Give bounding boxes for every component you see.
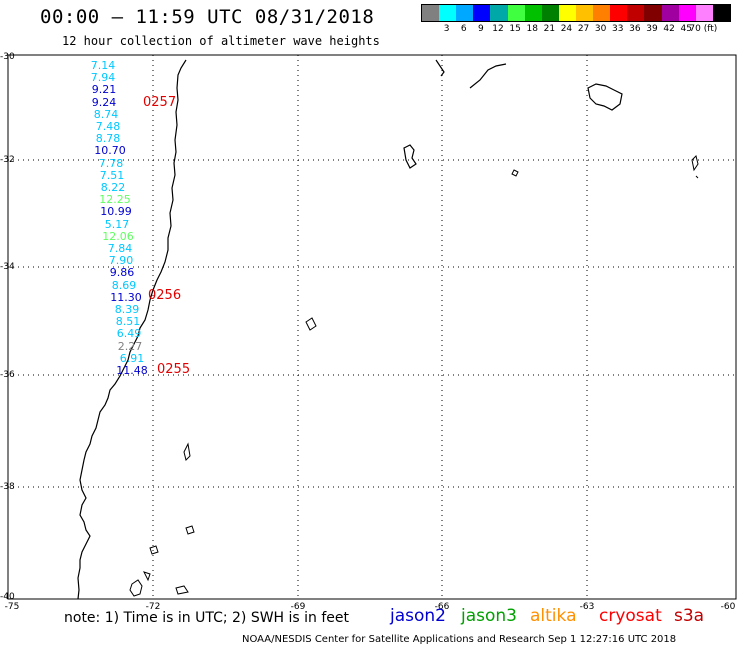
satellite-label-altika: altika: [530, 606, 577, 626]
page-subtitle: 12 hour collection of altimeter wave hei…: [62, 34, 380, 48]
map-frame: [7, 54, 737, 600]
wave-height-value: 8.69: [111, 278, 137, 292]
wave-height-value: 8.39: [114, 303, 140, 316]
wave-height-value: 8.51: [115, 315, 141, 329]
island-small-right: [305, 155, 699, 331]
legend-label: 70 (ft): [689, 24, 718, 34]
legend-label: 30: [594, 24, 607, 34]
wave-height-value: 8.74: [93, 107, 119, 121]
pass-time-label: 0255: [157, 362, 191, 377]
wave-height-value: 8.22: [100, 181, 126, 194]
legend-swatch: [507, 5, 525, 21]
legend-label: 33: [612, 24, 624, 34]
wave-height-value: 12.25: [99, 193, 131, 207]
legend-swatch: [575, 5, 594, 21]
legend-swatch: [695, 5, 713, 21]
satellite-label-cryosat: cryosat: [599, 606, 662, 626]
legend-label: 21: [543, 24, 556, 34]
credit-line: NOAA/NESDIS Center for Satellite Applica…: [242, 634, 677, 645]
lon-label: -60: [720, 602, 736, 612]
legend-label: 39: [646, 24, 658, 34]
wave-height-value: 7.84: [107, 242, 133, 255]
legend-label: 36: [629, 24, 641, 34]
wave-height-value: 11.30: [110, 290, 142, 304]
legend-swatch: [644, 5, 662, 21]
legend-label: 12: [492, 24, 504, 34]
legend-labels: 3 6 9 12 15 18 21 24 27 30 33 36 39 42 45 70 (ft): [421, 22, 729, 36]
legend-swatch: [473, 5, 491, 21]
lon-label: -72: [145, 602, 161, 612]
island-chiloe: [129, 579, 143, 597]
legend-label: 9: [478, 24, 484, 34]
wave-height-value: 9.86: [109, 266, 135, 280]
legend-swatch: [627, 5, 645, 21]
legend-label: 15: [509, 24, 521, 34]
pass-time-label: 0256: [148, 288, 182, 303]
legend-label: 27: [577, 24, 590, 34]
wave-height-value: 7.78: [98, 156, 124, 170]
pass-time-label: 0257: [143, 95, 177, 110]
satellite-label-jason3: jason3: [461, 606, 517, 626]
legend-swatch: [610, 5, 628, 21]
lon-label: -75: [4, 602, 20, 612]
lon-label: -66: [434, 602, 450, 612]
legend-swatch: [524, 5, 542, 21]
lat-label: -30: [0, 52, 15, 62]
legend-swatch: [490, 5, 508, 21]
legend-swatch: [558, 5, 576, 21]
satellite-label-jason2: jason2: [390, 606, 446, 626]
wave-height-value: 12.06: [102, 229, 134, 243]
island-fragments: [143, 442, 195, 595]
legend-label: 18: [526, 24, 538, 34]
coastline-chile: [77, 59, 187, 600]
legend-swatch: [422, 5, 440, 21]
lat-label: -36: [0, 370, 15, 380]
wave-height-value: 7.51: [99, 168, 125, 182]
coastline-argentina-north: [403, 59, 623, 169]
lat-label: -38: [0, 482, 15, 492]
legend-label: 6: [460, 24, 467, 34]
lat-label: -32: [0, 155, 15, 165]
wave-height-value: 6.49: [116, 327, 142, 341]
legend-label: 45: [680, 24, 692, 34]
legend-swatch: [712, 5, 730, 21]
wave-height-value: 9.24: [91, 95, 117, 109]
units-note: note: 1) Time is in UTC; 2) SWH is in fe…: [64, 610, 350, 626]
legend-swatch: [678, 5, 696, 21]
wave-height-value: 7.90: [108, 254, 134, 268]
wave-height-value: 7.48: [95, 120, 121, 133]
map-grid: [8, 55, 736, 599]
wave-height-value: 10.70: [94, 144, 126, 158]
legend-swatch: [456, 5, 474, 21]
lat-label: -40: [0, 592, 15, 602]
wave-height-value: 8.78: [95, 132, 121, 146]
wave-height-value: 9.21: [91, 83, 117, 97]
wave-height-value: 7.94: [90, 71, 116, 85]
legend-swatch: [439, 5, 457, 21]
page-title: 00:00 – 11:59 UTC 08/31/2018: [40, 6, 375, 28]
wave-height-value: 5.17: [104, 217, 130, 231]
legend-label: 42: [663, 24, 675, 34]
legend-swatch: [593, 5, 611, 21]
wave-height-value: 6.91: [119, 351, 145, 365]
legend-label: 3: [443, 24, 450, 34]
color-legend: 3 6 9 12 15 18 21 24 27 30 33 36 39 42 45 70 (ft): [421, 4, 731, 36]
legend-swatch: [661, 5, 679, 21]
satellite-label-s3a: s3a: [674, 606, 705, 626]
lon-label: -63: [579, 602, 595, 612]
lon-label: -69: [290, 602, 306, 612]
wave-height-value: 2.27: [117, 339, 143, 353]
legend-label: 24: [560, 24, 573, 34]
wave-height-value: 11.48: [116, 364, 148, 377]
lat-label: -34: [0, 262, 15, 272]
legend-swatch: [541, 5, 559, 21]
legend-color-bar: [421, 4, 731, 22]
wave-height-value: 7.14: [90, 59, 116, 72]
wave-height-value: 10.99: [100, 205, 132, 219]
